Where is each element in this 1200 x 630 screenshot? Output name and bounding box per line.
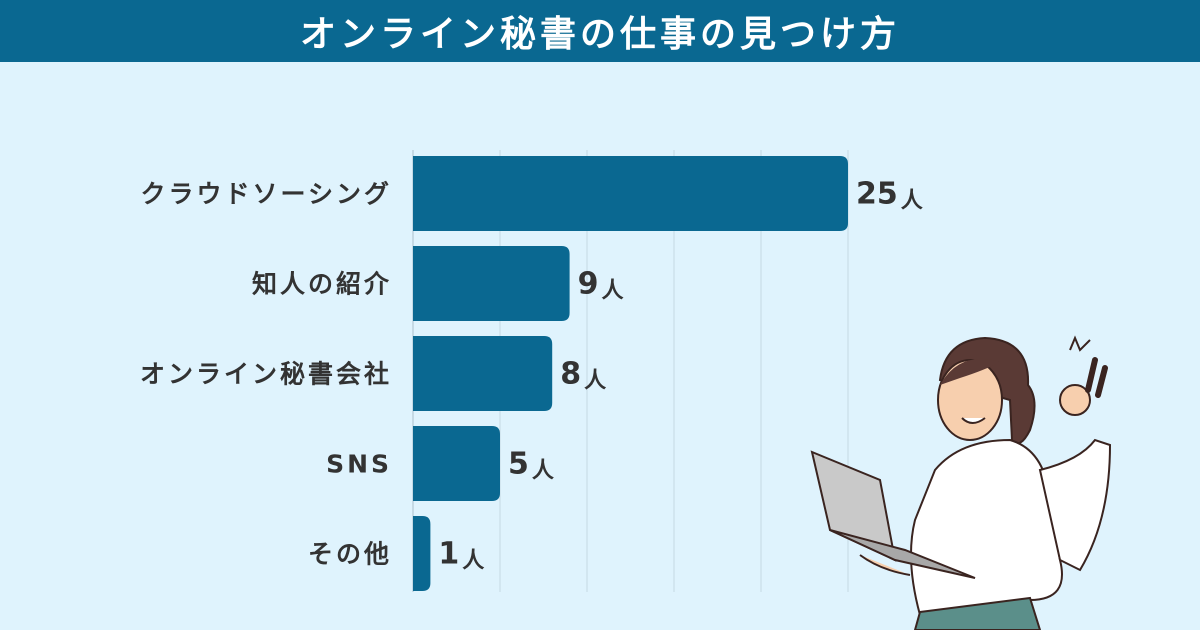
data-label: 25 人 bbox=[856, 177, 923, 214]
chart-title: オンライン秘書の仕事の見つけ方 bbox=[299, 14, 900, 55]
bar bbox=[413, 336, 553, 411]
header-banner: オンライン秘書の仕事の見つけ方 bbox=[0, 0, 1200, 62]
category-label: その他 bbox=[308, 540, 392, 569]
category-label: 知人の紹介 bbox=[252, 270, 392, 299]
bar bbox=[413, 156, 848, 231]
category-label: SNS bbox=[326, 450, 392, 479]
category-label: オンライン秘書会社 bbox=[140, 360, 392, 389]
woman-with-laptop-illustration bbox=[810, 335, 1112, 630]
bar bbox=[413, 516, 431, 591]
category-label: クラウドソーシング bbox=[140, 180, 392, 209]
bar bbox=[413, 246, 570, 321]
bar bbox=[413, 426, 500, 501]
